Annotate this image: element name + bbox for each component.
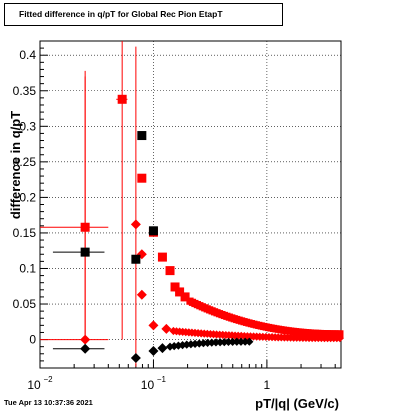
x-tick-label: 1 bbox=[264, 378, 271, 392]
data-point bbox=[165, 342, 175, 351]
data-point bbox=[232, 337, 241, 346]
data-point bbox=[170, 282, 180, 292]
data-point bbox=[80, 334, 91, 345]
data-point bbox=[336, 330, 344, 338]
data-point bbox=[117, 94, 127, 104]
data-point bbox=[190, 339, 200, 348]
data-point bbox=[80, 343, 91, 354]
data-point bbox=[203, 338, 212, 348]
data-point bbox=[245, 337, 254, 346]
chart-title-box: Fitted difference in q/pT for Global Rec… bbox=[4, 3, 283, 26]
tick-labels: 00.050.10.150.20.250.30.350.410 −2 10 −1 1 bbox=[13, 48, 271, 392]
chart-title: Fitted difference in q/pT for Global Rec… bbox=[19, 9, 223, 19]
y-tick-label: 0 bbox=[29, 333, 36, 347]
data-point bbox=[175, 287, 185, 297]
data-point bbox=[236, 337, 246, 346]
y-axis-label: difference in q/pT bbox=[8, 111, 23, 219]
x-axis-label: pT/|q| (GeV/c) bbox=[255, 396, 339, 411]
data-point bbox=[136, 289, 147, 300]
data-point bbox=[130, 353, 141, 364]
data-point bbox=[165, 266, 175, 276]
data-point bbox=[180, 292, 190, 302]
x-tick-label: 10 bbox=[27, 378, 41, 392]
data-point bbox=[241, 337, 250, 346]
y-tick-label: 0.2 bbox=[19, 190, 36, 204]
data-point bbox=[170, 342, 179, 351]
data-point bbox=[211, 338, 221, 347]
data-point bbox=[148, 320, 159, 331]
x-tick-label: 10 bbox=[141, 378, 155, 392]
data-marks bbox=[40, 41, 344, 367]
data-point bbox=[157, 252, 167, 262]
axis-ticks bbox=[39, 47, 336, 369]
data-point bbox=[220, 337, 229, 347]
data-point bbox=[157, 343, 168, 354]
y-tick-label: 0.15 bbox=[13, 226, 37, 240]
data-point bbox=[80, 247, 90, 257]
grid-lines bbox=[39, 41, 341, 368]
data-point bbox=[161, 323, 172, 334]
data-point bbox=[130, 219, 141, 230]
timestamp: Tue Apr 13 10:37:36 2021 bbox=[4, 398, 93, 407]
data-point bbox=[148, 345, 159, 356]
data-point bbox=[131, 254, 141, 264]
data-point bbox=[137, 131, 147, 141]
data-point bbox=[335, 334, 344, 343]
data-point bbox=[195, 339, 204, 348]
y-tick-label: 0.25 bbox=[13, 155, 37, 169]
y-tick-label: 0.05 bbox=[13, 297, 37, 311]
x-tick-exponent: −2 bbox=[43, 375, 53, 384]
data-point bbox=[137, 173, 147, 183]
y-tick-label: 0.3 bbox=[19, 119, 36, 133]
y-tick-label: 0.1 bbox=[19, 261, 36, 275]
y-tick-label: 0.4 bbox=[19, 48, 36, 62]
x-tick-exponent: −1 bbox=[157, 375, 167, 384]
y-tick-label: 0.35 bbox=[13, 84, 37, 98]
data-point bbox=[148, 226, 158, 236]
